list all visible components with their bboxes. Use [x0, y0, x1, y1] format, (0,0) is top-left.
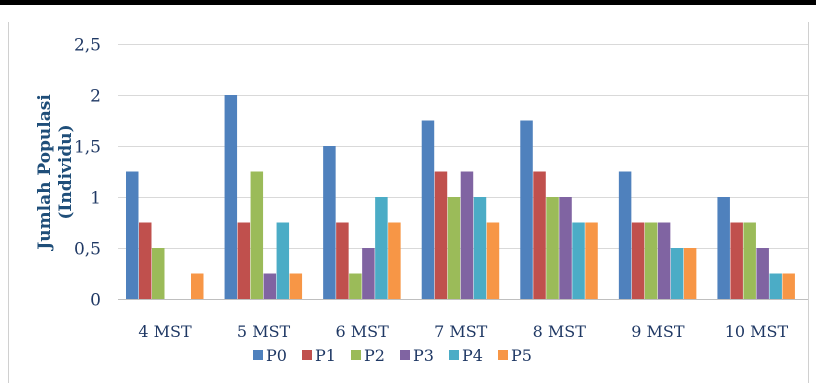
bar	[237, 222, 251, 299]
legend-swatch	[449, 350, 459, 360]
legend-label: P0	[266, 346, 287, 365]
bar	[756, 248, 769, 299]
bar	[250, 171, 264, 299]
bar	[336, 222, 349, 299]
y-tick-label: 1,5	[74, 138, 101, 158]
y-tick-label: 0,5	[74, 240, 101, 260]
bar	[191, 273, 204, 299]
bar	[644, 222, 658, 299]
bar	[263, 273, 277, 299]
bar	[323, 146, 336, 299]
x-category-label: 4 MST	[138, 322, 192, 341]
bar	[683, 248, 697, 299]
bar	[152, 248, 165, 299]
y-tick-label: 2,5	[74, 36, 101, 56]
bar	[460, 171, 474, 299]
bar	[139, 222, 152, 299]
bar	[434, 171, 448, 299]
bar	[375, 197, 388, 299]
bar	[362, 248, 375, 299]
legend-swatch	[400, 350, 410, 360]
bar	[730, 222, 743, 299]
bar	[447, 197, 461, 299]
bar	[533, 171, 546, 299]
legend-label: P2	[364, 346, 385, 365]
y-axis-ticks: 0 0,5 1 1,5 2 2,5	[74, 36, 101, 311]
bar	[769, 273, 782, 299]
bar	[782, 273, 795, 299]
bar	[670, 248, 684, 299]
bar	[559, 197, 572, 299]
bar	[126, 171, 139, 299]
bar	[421, 120, 435, 299]
legend-label: P1	[315, 346, 336, 365]
bar	[473, 197, 487, 299]
bar	[585, 222, 598, 299]
bar	[224, 95, 238, 299]
x-category-label: 5 MST	[237, 322, 291, 341]
x-category-label: 9 MST	[631, 322, 685, 341]
bars	[126, 95, 795, 299]
y-tick-label: 1	[90, 189, 101, 209]
bar	[388, 222, 401, 299]
bar	[276, 222, 290, 299]
y-tick-label: 2	[90, 87, 101, 107]
y-axis-label: Jumlah Populasi(Individu)	[35, 94, 76, 252]
legend-swatch	[253, 350, 263, 360]
legend: P0 P1 P2 P3 P4 P5	[253, 346, 532, 365]
bar	[618, 171, 632, 299]
legend-swatch	[302, 350, 312, 360]
x-category-label: 8 MST	[533, 322, 587, 341]
bar	[717, 197, 730, 299]
bar	[289, 273, 303, 299]
bar	[631, 222, 645, 299]
legend-label: P4	[462, 346, 483, 365]
top-border	[0, 0, 816, 5]
x-category-label: 10 MST	[725, 322, 789, 341]
x-category-label: 6 MST	[336, 322, 390, 341]
y-tick-label: 0	[90, 291, 101, 311]
legend-label: P3	[413, 346, 434, 365]
legend-swatch	[351, 350, 361, 360]
bar	[572, 222, 585, 299]
bar	[486, 222, 500, 299]
legend-swatch	[498, 350, 508, 360]
bar	[743, 222, 756, 299]
bar	[657, 222, 671, 299]
bar	[520, 120, 533, 299]
x-category-label: 7 MST	[434, 322, 488, 341]
bar	[349, 273, 362, 299]
legend-label: P5	[511, 346, 532, 365]
x-axis-categories: 4 MST 5 MST 6 MST 7 MST 8 MST 9 MST 10 MST	[138, 322, 788, 341]
bar	[546, 197, 559, 299]
